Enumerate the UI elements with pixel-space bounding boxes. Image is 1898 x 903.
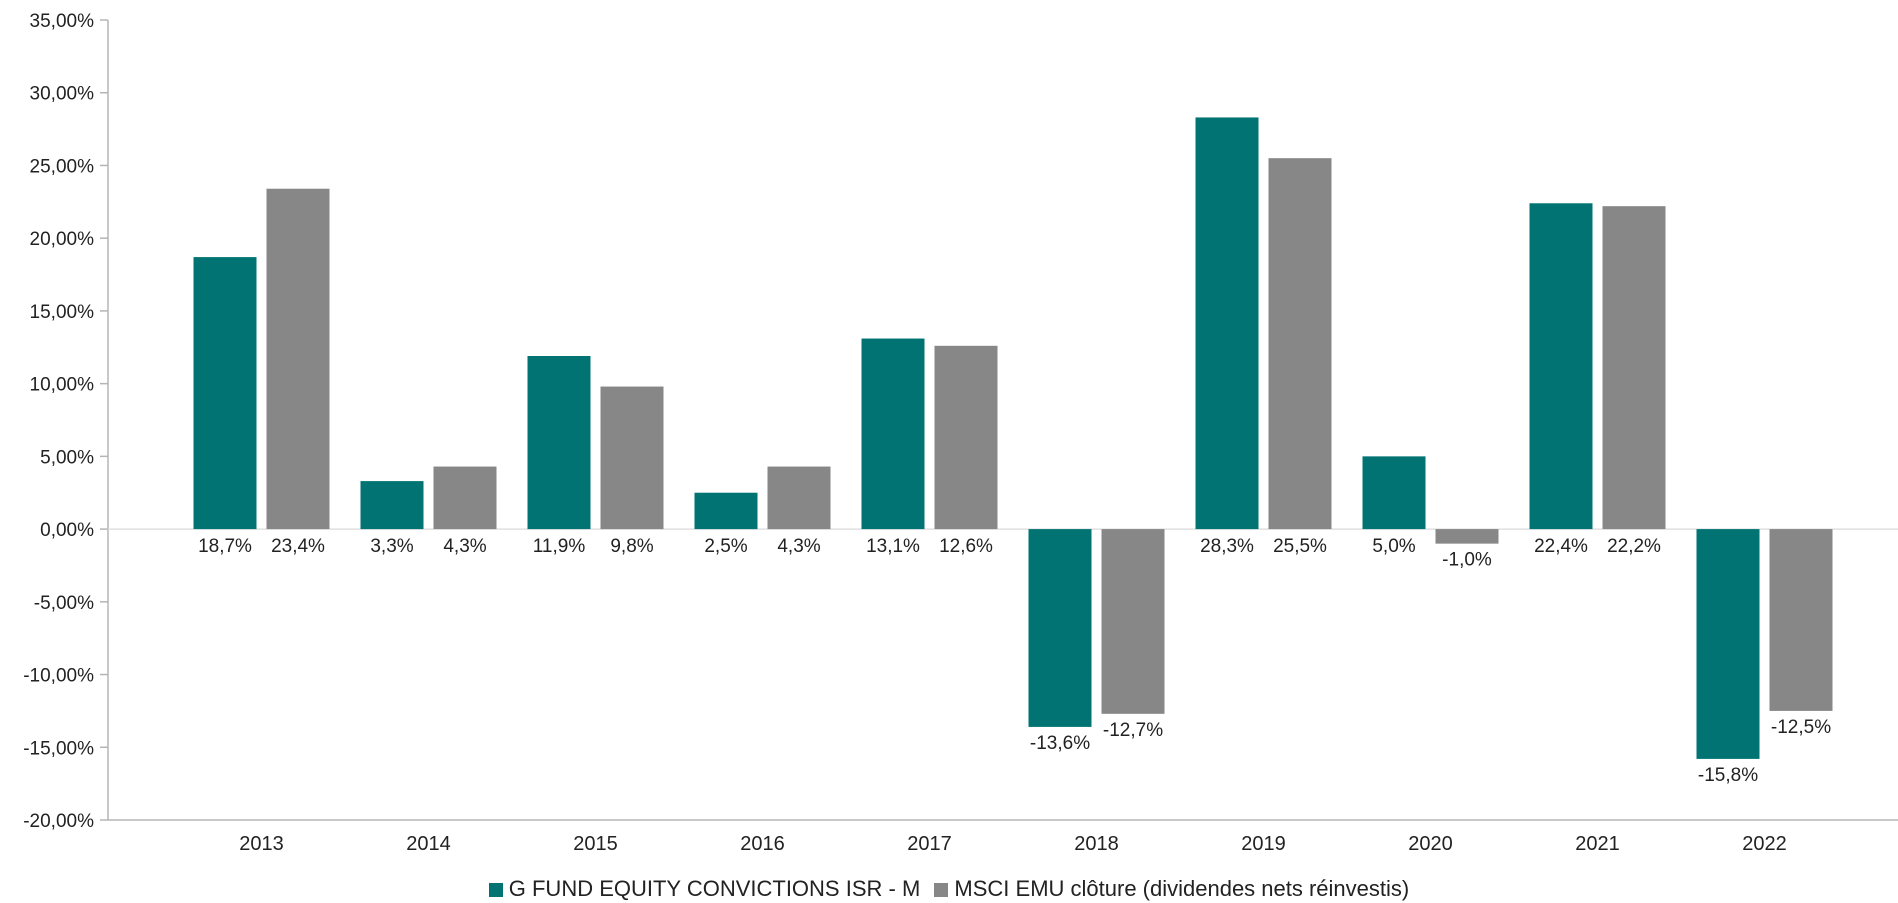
data-label-2017-series-2: 12,6% (939, 536, 993, 557)
bar-2019-series-1 (1195, 117, 1259, 530)
bar-2022-series-2 (1769, 529, 1833, 711)
bar-2021-series-1 (1529, 203, 1593, 530)
bar-2014-series-1 (360, 481, 424, 530)
data-labels: 18,7% 23,4% 3,3% 4,3% 11,9% 9,8% 2,5% 4,3% 13,1%… (198, 536, 1831, 786)
bar-2021-series-2 (1602, 206, 1666, 530)
data-label-2019-series-1: 28,3% (1200, 536, 1254, 557)
y-tick-label: 10,00% (30, 375, 95, 396)
bar-2019-series-2 (1268, 158, 1332, 530)
y-tick-label: 0,00% (40, 520, 94, 541)
bar-2013-series-2 (266, 188, 330, 530)
bar-2013-series-1 (193, 257, 257, 530)
data-label-2013-series-1: 18,7% (198, 536, 252, 557)
data-label-2014-series-2: 4,3% (443, 536, 486, 557)
x-tick-label: 2017 (907, 833, 952, 855)
y-tick-label: -20,00% (23, 811, 94, 832)
x-tick-label: 2018 (1074, 833, 1119, 855)
bar-2017-series-2 (934, 345, 998, 530)
x-tick-label: 2020 (1408, 833, 1453, 855)
bar-2015-series-2 (600, 386, 664, 530)
bar-2014-series-2 (433, 466, 497, 530)
x-tick-label: 2014 (406, 833, 451, 855)
legend-swatch-series-2 (934, 883, 949, 897)
bar-chart: 35,00% 30,00% 25,00% 20,00% 15,00% 10,00% 5,00… (23, 11, 1898, 855)
data-label-2016-series-1: 2,5% (704, 536, 747, 557)
y-tick-label: 25,00% (30, 156, 95, 177)
x-tick-label: 2019 (1241, 833, 1286, 855)
data-label-2014-series-1: 3,3% (370, 536, 413, 557)
x-axis: 2013 2014 2015 2016 2017 2018 2019 2020 2021 2022 (108, 819, 1898, 855)
x-tick-label: 2015 (573, 833, 618, 855)
data-label-2018-series-1: -13,6% (1030, 733, 1090, 754)
x-tick-label: 2021 (1575, 833, 1620, 855)
y-axis: 35,00% 30,00% 25,00% 20,00% 15,00% 10,00% 5,00… (23, 11, 1898, 832)
data-label-2018-series-2: -12,7% (1103, 720, 1163, 741)
legend-label-series-2: MSCI EMU clôture (dividendes nets réinve… (954, 876, 1410, 901)
legend-swatch-series-1 (488, 883, 503, 897)
bars (193, 117, 1833, 759)
legend-label-series-1: G FUND EQUITY CONVICTIONS ISR - M (508, 876, 921, 901)
y-tick-label: 15,00% (30, 302, 95, 323)
x-tick-label: 2013 (239, 833, 284, 855)
legend: G FUND EQUITY CONVICTIONS ISR - M MSCI E… (0, 876, 1898, 902)
bar-2018-series-1 (1028, 529, 1092, 727)
data-label-2020-series-1: 5,0% (1372, 536, 1415, 557)
data-label-2019-series-2: 25,5% (1273, 536, 1327, 557)
x-tick-label: 2016 (740, 833, 785, 855)
legend-item-series-2: MSCI EMU clôture (dividendes nets réinve… (934, 876, 1409, 902)
bar-2020-series-1 (1362, 456, 1426, 530)
data-label-2022-series-1: -15,8% (1698, 765, 1758, 786)
data-label-2015-series-2: 9,8% (610, 536, 653, 557)
y-tick-label: -15,00% (23, 738, 94, 759)
y-tick-label: -10,00% (23, 666, 94, 687)
bar-2016-series-2 (767, 466, 831, 530)
y-tick-label: 20,00% (30, 229, 95, 250)
data-label-2017-series-1: 13,1% (866, 536, 920, 557)
bar-2018-series-2 (1101, 529, 1165, 714)
data-label-2015-series-1: 11,9% (533, 536, 586, 557)
data-label-2020-series-2: -1,0% (1442, 550, 1492, 571)
y-tick-label: 30,00% (30, 84, 95, 105)
data-label-2021-series-1: 22,4% (1534, 536, 1588, 557)
data-label-2021-series-2: 22,2% (1607, 536, 1661, 557)
x-tick-label: 2022 (1742, 833, 1787, 855)
legend-item-series-1: G FUND EQUITY CONVICTIONS ISR - M (488, 876, 921, 902)
bar-2015-series-1 (527, 356, 591, 530)
y-tick-label: 5,00% (40, 447, 94, 468)
y-tick-label: -5,00% (34, 593, 94, 614)
data-label-2016-series-2: 4,3% (777, 536, 820, 557)
bar-2020-series-2 (1435, 529, 1499, 544)
bar-2017-series-1 (861, 338, 925, 530)
data-label-2013-series-2: 23,4% (271, 536, 325, 557)
bar-2022-series-1 (1696, 529, 1760, 759)
data-label-2022-series-2: -12,5% (1771, 717, 1831, 738)
bar-2016-series-1 (694, 492, 758, 530)
y-tick-label: 35,00% (30, 11, 95, 32)
